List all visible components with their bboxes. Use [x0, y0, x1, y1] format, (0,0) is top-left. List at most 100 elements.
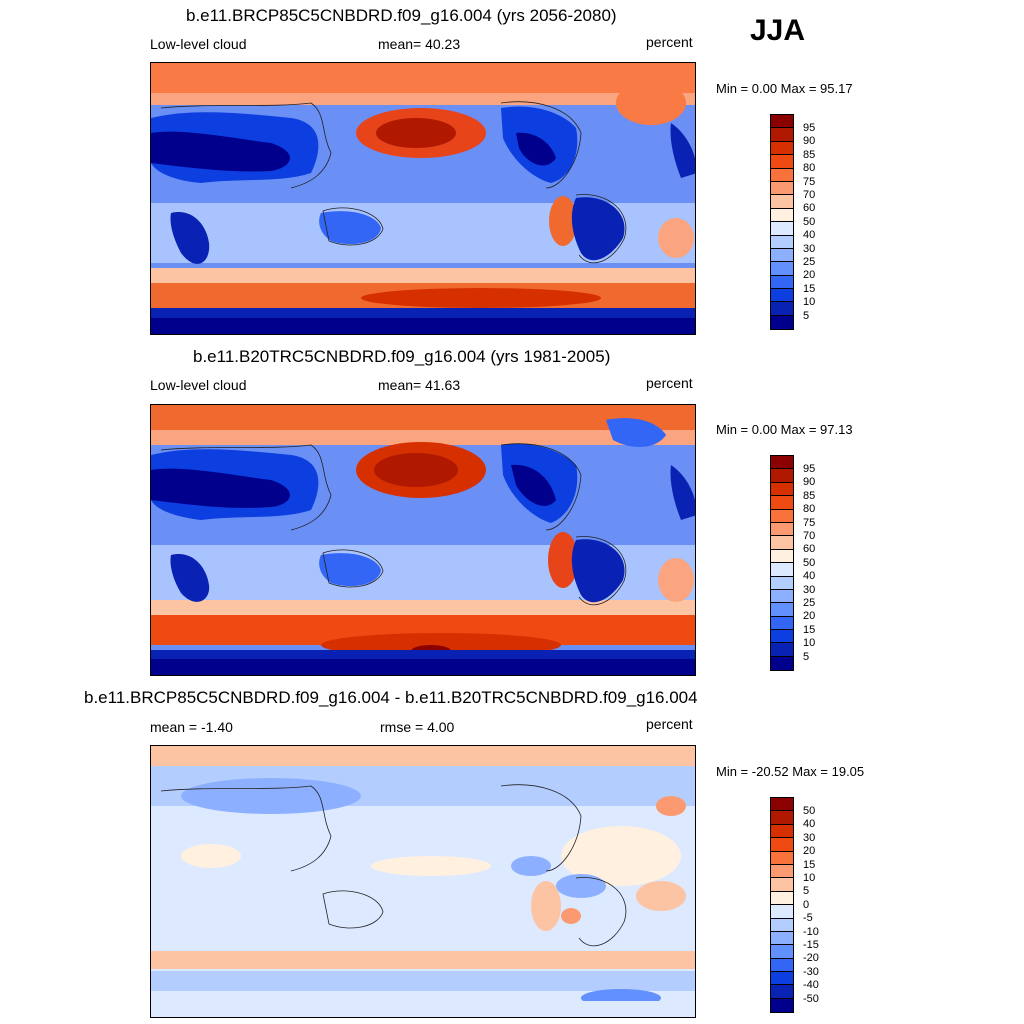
colorbar-swatch [771, 798, 793, 812]
colorbar-swatch [771, 195, 793, 209]
colorbar-swatch [771, 275, 793, 290]
colorbar-label: 30 [803, 243, 816, 255]
colorbar-label: -15 [803, 939, 819, 951]
colorbar-label: -40 [803, 979, 819, 991]
colorbar-label: -30 [803, 966, 819, 978]
colorbar-label: 90 [803, 476, 816, 488]
colorbar-swatch [771, 918, 793, 932]
colorbar-label: 5 [803, 651, 810, 663]
colorbar-swatch [771, 289, 793, 303]
colorbar-swatch [771, 496, 793, 510]
colorbar-swatch [771, 905, 793, 919]
colorbar-swatch [771, 509, 793, 523]
panel-3-minmax: Min = -20.52 Max = 19.05 [716, 764, 865, 779]
panel-3-mean-label: mean = -1.40 [150, 719, 233, 735]
colorbar-label: 75 [803, 176, 816, 188]
panel-2-mean-label: mean= 41.63 [378, 377, 461, 393]
colorbar-swatch [771, 630, 793, 644]
colorbar-swatch [771, 235, 793, 249]
panel-1-minmax: Min = 0.00 Max = 95.17 [716, 81, 853, 96]
colorbar-swatch [771, 522, 793, 537]
panel-2-colorbar [770, 455, 794, 672]
colorbar-swatch [771, 958, 793, 973]
colorbar-swatch [771, 302, 793, 316]
colorbar-label: 40 [803, 818, 816, 830]
colorbar-swatch [771, 824, 793, 839]
panel-1-units-label: percent [646, 34, 693, 50]
colorbar-swatch [771, 643, 793, 657]
colorbar-label: 20 [803, 610, 816, 622]
colorbar-label: 40 [803, 570, 816, 582]
colorbar-swatch [771, 181, 793, 196]
colorbar-swatch [771, 482, 793, 497]
colorbar-label: 50 [803, 557, 816, 569]
colorbar-label: -50 [803, 993, 819, 1005]
colorbar-label: 85 [803, 149, 816, 161]
colorbar-label: 95 [803, 122, 816, 134]
colorbar-swatch [771, 536, 793, 550]
colorbar-swatch [771, 931, 793, 946]
colorbar-swatch [771, 155, 793, 169]
panel-2-title: b.e11.B20TRC5CNBDRD.f09_g16.004 (yrs 198… [193, 347, 611, 366]
colorbar-swatch [771, 222, 793, 236]
panel-1-variable-label: Low-level cloud [150, 36, 247, 52]
colorbar-swatch [771, 656, 793, 671]
colorbar-label: 80 [803, 162, 816, 174]
colorbar-swatch [771, 891, 793, 906]
colorbar-label: 5 [803, 885, 810, 897]
colorbar-swatch [771, 563, 793, 577]
panel-3-rmse-label: rmse = 4.00 [380, 719, 455, 735]
colorbar-swatch [771, 616, 793, 631]
colorbar-swatch [771, 945, 793, 959]
colorbar-swatch [771, 208, 793, 223]
panel-1-colorbar [770, 114, 794, 331]
colorbar-label: 15 [803, 283, 816, 295]
colorbar-label: 80 [803, 503, 816, 515]
colorbar-swatch [771, 248, 793, 263]
colorbar-label: 10 [803, 296, 816, 308]
colorbar-swatch [771, 811, 793, 825]
colorbar-swatch [771, 985, 793, 999]
colorbar-swatch [771, 972, 793, 986]
colorbar-label: 90 [803, 135, 816, 147]
panel-3-units-label: percent [646, 716, 693, 732]
colorbar-label: 20 [803, 269, 816, 281]
colorbar-swatch [771, 315, 793, 330]
colorbar-label: 5 [803, 310, 810, 322]
colorbar-label: 10 [803, 872, 816, 884]
colorbar-label: 25 [803, 256, 816, 268]
colorbar-label: 50 [803, 216, 816, 228]
colorbar-swatch [771, 262, 793, 276]
panel-2-units-label: percent [646, 375, 693, 391]
colorbar-swatch [771, 168, 793, 182]
panel-3-map [150, 745, 696, 1018]
colorbar-label: 30 [803, 584, 816, 596]
colorbar-swatch [771, 838, 793, 852]
colorbar-swatch [771, 469, 793, 483]
colorbar-label: 60 [803, 543, 816, 555]
panel-1-map [150, 62, 696, 335]
panel-3-colorbar [770, 797, 794, 1014]
colorbar-label: -20 [803, 952, 819, 964]
season-label: JJA [750, 14, 806, 47]
colorbar-swatch [771, 115, 793, 129]
colorbar-label: 15 [803, 624, 816, 636]
panel-1-mean-label: mean= 40.23 [378, 36, 461, 52]
colorbar-label: 95 [803, 463, 816, 475]
colorbar-swatch [771, 141, 793, 156]
colorbar-swatch [771, 998, 793, 1013]
colorbar-swatch [771, 589, 793, 604]
panel-2-minmax: Min = 0.00 Max = 97.13 [716, 422, 853, 437]
colorbar-swatch [771, 456, 793, 470]
colorbar-label: 40 [803, 229, 816, 241]
colorbar-label: 70 [803, 530, 816, 542]
colorbar-label: 85 [803, 490, 816, 502]
colorbar-swatch [771, 864, 793, 879]
colorbar-swatch [771, 603, 793, 617]
colorbar-swatch [771, 576, 793, 590]
colorbar-label: 0 [803, 899, 810, 911]
colorbar-swatch [771, 851, 793, 865]
colorbar-label: 25 [803, 597, 816, 609]
panel-3-title: b.e11.BRCP85C5CNBDRD.f09_g16.004 - b.e11… [84, 688, 698, 707]
colorbar-label: 20 [803, 845, 816, 857]
